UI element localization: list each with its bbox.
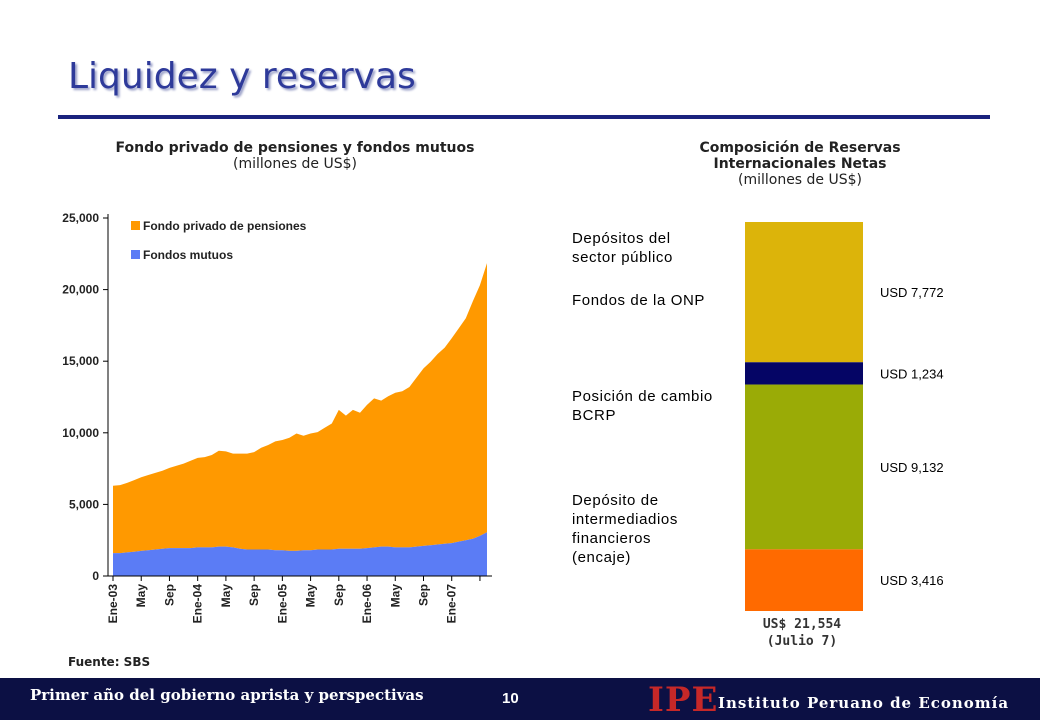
reserves-total: US$ 21,554 (Julio 7) [740,616,864,650]
legend-swatch-mutual [131,250,140,259]
footer-bar [0,678,1040,720]
reserves-chart-heading: Composición de Reservas Internacionales … [660,140,940,188]
reserve-category-label: Depósitos del sector público [572,230,673,266]
legend-swatch-pension [131,221,140,230]
x-tick-label: Ene-03 [106,584,120,624]
y-tick-label: 10,000 [62,426,99,440]
reserves-chart-title: Composición de Reservas Internacionales … [699,140,901,172]
x-tick-label: Sep [332,584,346,606]
x-tick-label: May [134,584,148,608]
title-divider [58,115,990,119]
x-tick-label: Ene-06 [360,584,374,624]
y-tick-label: 0 [92,569,99,583]
x-tick-label: Ene-04 [191,584,205,624]
reserves-chart-subtitle: (millones de US$) [737,172,863,188]
x-tick-label: May [388,584,402,608]
reserves-date: (Julio 7) [766,634,838,649]
reserve-category-label: Posición de cambio BCRP [572,388,713,424]
mutual-fund-area [113,532,487,576]
x-tick-label: Ene-05 [275,584,289,624]
x-tick-label: Sep [247,584,261,606]
pension-fund-area [113,263,487,554]
x-tick-label: Sep [162,584,176,606]
slide-title: Liquidez y reservas [68,56,416,97]
reserve-segment [745,222,863,363]
reserves-stacked-bar-chart: USD 7,772 Depósitos del sector público USD … [572,222,944,611]
y-tick-label: 25,000 [62,211,99,225]
y-tick-label: 20,000 [62,283,99,297]
reserve-value-label: USD 3,416 [880,573,944,588]
y-tick-label: 15,000 [62,354,99,368]
area-chart-subtitle: (millones de US$) [232,156,358,172]
reserve-category-label: Fondos de la ONP [572,292,705,309]
footer-text: Primer año del gobierno aprista y perspe… [30,686,424,704]
page-number: 10 [502,690,519,707]
reserve-value-label: USD 7,772 [880,285,944,300]
area-chart-title: Fondo privado de pensiones y fondos mutu… [115,140,475,156]
y-tick-label: 5,000 [69,497,99,511]
x-tick-label: Ene-07 [445,584,459,624]
ipe-logo: IPE [648,680,719,720]
reserve-value-label: USD 9,132 [880,460,944,475]
legend-label-pension: Fondo privado de pensiones [143,219,307,233]
x-tick-label: May [219,584,233,608]
pension-funds-area-chart: 0 5,000 10,000 15,000 20,000 25,000 Ene-03 May S… [62,211,492,624]
source-note: Fuente: SBS [68,655,151,669]
legend-label-mutual: Fondos mutuos [143,248,233,262]
x-tick-label: Sep [416,584,430,606]
reserve-value-label: USD 1,234 [880,366,944,381]
x-tick-label: May [304,584,318,608]
area-chart-heading: Fondo privado de pensiones y fondos mutu… [80,140,510,172]
reserve-category-label: Depósito de intermediadios financieros (enc… [572,492,678,566]
reserve-segment [745,384,863,550]
reserve-segment [745,362,863,385]
reserve-segment [745,549,863,611]
reserves-total-value: US$ 21,554 [762,617,842,632]
institute-name: Instituto Peruano de Economía [718,694,1010,712]
